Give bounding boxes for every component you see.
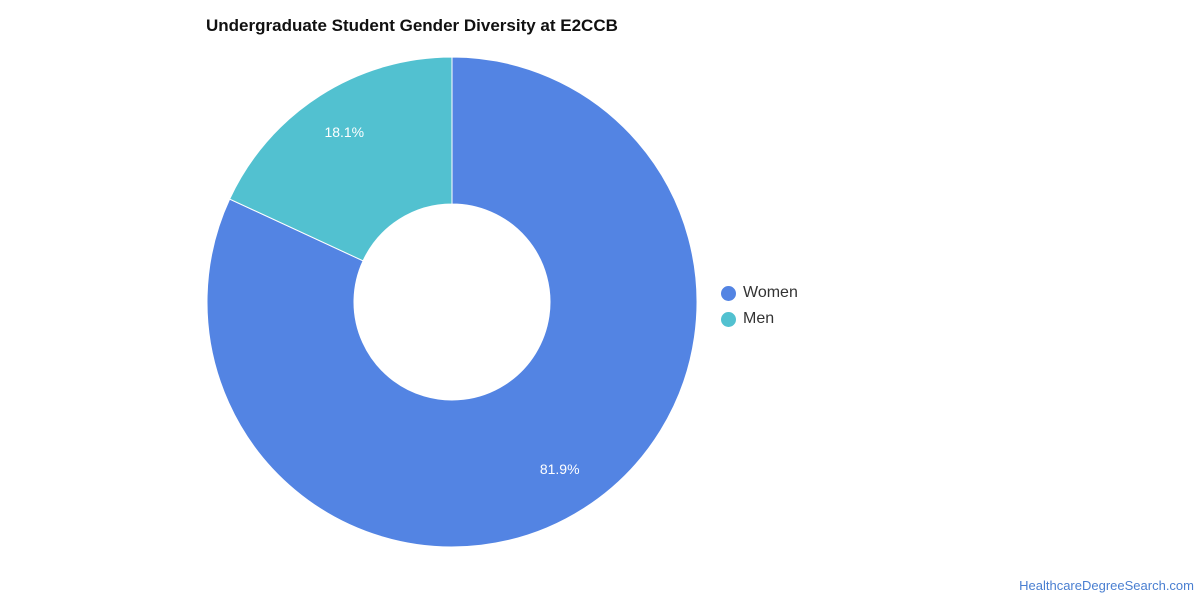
legend-item-men[interactable]: Men: [721, 306, 798, 332]
source-link[interactable]: HealthcareDegreeSearch.com: [1019, 578, 1194, 593]
chart-legend: Women Men: [721, 280, 798, 332]
slice-label-men: 18.1%: [324, 124, 364, 140]
donut-slice-men[interactable]: [229, 56, 453, 262]
chart-title: Undergraduate Student Gender Diversity a…: [206, 16, 618, 35]
legend-swatch-men: [721, 311, 736, 327]
slice-label-women: 81.9%: [540, 461, 580, 477]
donut-slice-women[interactable]: [206, 56, 698, 548]
legend-swatch-women: [721, 285, 736, 301]
legend-item-women[interactable]: Women: [721, 280, 798, 306]
legend-label-men: Men: [743, 310, 775, 327]
legend-label-women: Women: [743, 284, 798, 301]
